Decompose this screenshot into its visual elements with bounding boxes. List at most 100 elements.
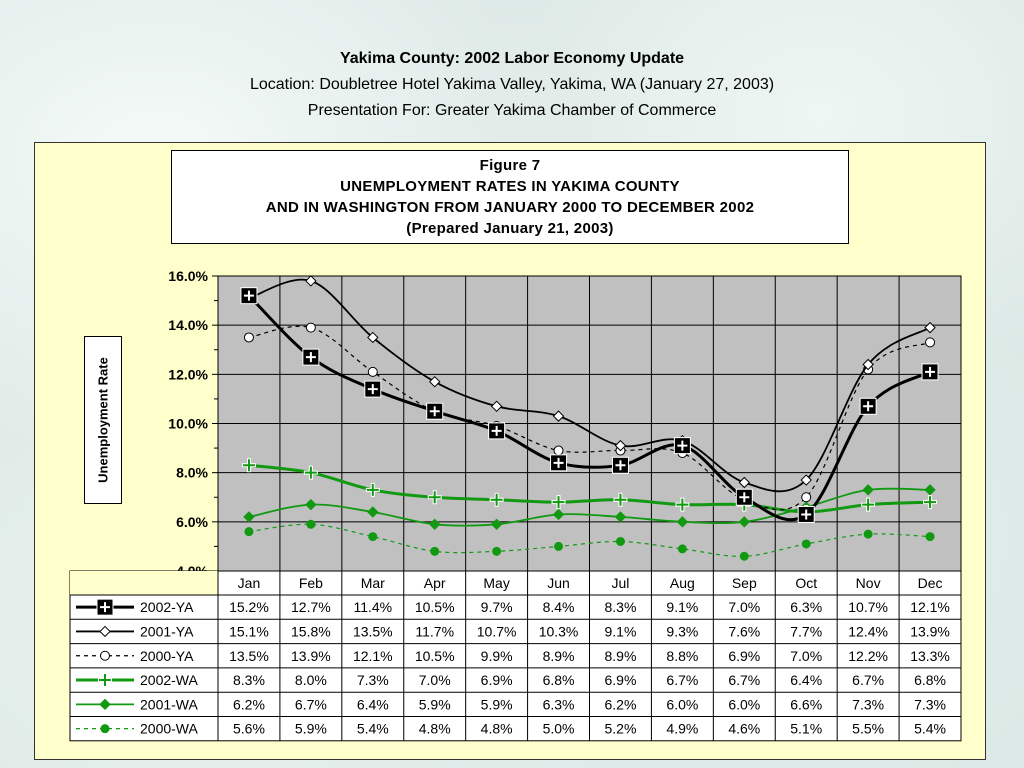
point-2002-ya-feb-plus	[305, 352, 316, 363]
category-label-mar: Mar	[361, 575, 385, 591]
data-label-2002-ya-apr: 10.5%	[415, 599, 455, 615]
point-2001-ya-oct	[800, 474, 812, 486]
data-label-2000-ya-jan: 13.5%	[229, 648, 269, 664]
point-2000-ya-dec	[925, 337, 936, 348]
y-tick-label: 8.0%	[176, 465, 208, 481]
data-label-2001-wa-sep: 6.0%	[728, 696, 760, 712]
data-label-2002-wa-mar: 7.3%	[357, 672, 389, 688]
data-label-2002-wa-feb: 8.0%	[295, 672, 327, 688]
category-label-nov: Nov	[856, 575, 881, 591]
point-2001-wa-sep	[738, 516, 750, 528]
y-tick-label: 10.0%	[168, 416, 208, 432]
category-label-aug: Aug	[670, 575, 695, 591]
data-label-2001-ya-dec: 13.9%	[910, 623, 950, 639]
legend-label-2002-wa: 2002-WA	[140, 672, 199, 688]
data-label-2000-wa-apr: 4.8%	[419, 721, 451, 737]
data-label-2000-ya-apr: 10.5%	[415, 648, 455, 664]
data-label-2002-ya-mar: 11.4%	[353, 599, 392, 615]
point-2002-wa-may	[490, 493, 503, 506]
legend-label-2001-ya: 2001-YA	[140, 623, 194, 639]
data-label-2000-ya-jul: 8.9%	[604, 648, 636, 664]
y-axis-label-box: Unemployment Rate	[84, 336, 122, 504]
y-tick-label: 6.0%	[176, 514, 208, 530]
data-label-2001-ya-oct: 7.7%	[790, 623, 822, 639]
category-label-may: May	[483, 575, 509, 591]
point-2002-ya-may-plus	[491, 425, 502, 436]
point-2001-ya-jul	[614, 439, 627, 452]
category-label-oct: Oct	[795, 575, 817, 591]
data-label-2002-ya-sep: 7.0%	[728, 599, 760, 615]
point-2000-wa-nov	[863, 529, 873, 539]
data-label-2000-wa-aug: 4.9%	[666, 721, 698, 737]
point-2001-ya-jun	[552, 410, 565, 422]
data-label-2001-wa-nov: 7.3%	[852, 696, 884, 712]
point-2001-ya-dec	[924, 321, 936, 334]
point-2000-wa-oct	[801, 539, 811, 549]
data-label-2000-wa-sep: 4.6%	[728, 721, 760, 737]
legend-label-2000-ya: 2000-YA	[140, 648, 194, 664]
point-2001-wa-aug	[676, 516, 689, 528]
legend-key-2002-ya	[76, 598, 134, 616]
point-2002-wa-jun	[552, 496, 565, 509]
series-2002-ya	[240, 287, 939, 523]
series-2000-wa	[244, 519, 935, 561]
data-label-2001-ya-jan: 15.1%	[229, 623, 269, 639]
point-2002-ya-aug-plus	[677, 440, 688, 451]
point-2001-ya-may	[490, 400, 503, 412]
category-label-sep: Sep	[732, 575, 757, 591]
data-label-2002-ya-oct: 6.3%	[790, 599, 822, 615]
category-label-jul: Jul	[612, 575, 630, 591]
legend-marker-2002-wa	[99, 674, 111, 687]
data-label-2002-wa-jun: 6.8%	[543, 672, 575, 688]
point-2002-ya-sep-plus	[739, 492, 750, 503]
series-line-2001-ya	[248, 278, 931, 493]
point-2001-wa-feb	[305, 498, 317, 511]
category-label-jan: Jan	[238, 575, 261, 591]
legend-key-2000-ya	[76, 650, 134, 661]
chart-title-line-3: AND IN WASHINGTON FROM JANUARY 2000 TO D…	[265, 199, 755, 216]
data-label-2000-wa-jul: 5.2%	[604, 721, 636, 737]
data-label-2002-ya-nov: 10.7%	[848, 599, 888, 615]
point-2002-wa-mar	[366, 483, 379, 496]
chart-title-line-2: UNEMPLOYMENT RATES IN YAKIMA COUNTY	[340, 178, 680, 195]
point-2000-ya-jun	[553, 445, 564, 456]
point-2002-ya-nov-plus	[863, 401, 874, 412]
point-2001-ya-feb	[305, 275, 317, 287]
category-label-feb: Feb	[299, 575, 323, 591]
slide-title: Yakima County: 2002 Labor Economy Update	[339, 50, 685, 67]
point-2002-wa-jul	[614, 493, 627, 506]
point-2000-wa-dec	[925, 532, 935, 542]
data-label-2002-ya-aug: 9.1%	[666, 599, 698, 615]
data-table-corner	[70, 571, 218, 595]
point-2002-ya-mar-plus	[367, 384, 378, 395]
data-label-2000-wa-may: 4.8%	[481, 721, 513, 737]
point-2001-wa-mar	[367, 506, 379, 518]
data-label-2002-wa-nov: 6.7%	[852, 672, 884, 688]
point-2001-wa-jun	[552, 508, 565, 521]
legend-marker-2000-wa	[100, 724, 110, 734]
point-2000-wa-mar	[368, 532, 378, 542]
y-tick-label: 12.0%	[168, 366, 208, 382]
point-2000-wa-feb	[306, 519, 316, 529]
category-label-apr: Apr	[424, 575, 446, 591]
point-2002-wa-aug	[676, 498, 689, 511]
data-label-2001-ya-nov: 12.4%	[848, 623, 888, 639]
legend-key-2002-wa	[76, 673, 134, 688]
point-2001-wa-dec	[924, 484, 936, 496]
data-label-2001-wa-aug: 6.0%	[666, 696, 698, 712]
data-label-2001-wa-feb: 6.7%	[295, 696, 327, 712]
point-2002-wa-dec	[924, 496, 937, 509]
data-label-2000-ya-aug: 8.8%	[666, 648, 698, 664]
point-2001-wa-may	[490, 518, 503, 530]
data-label-2000-ya-nov: 12.2%	[848, 648, 888, 664]
data-label-2001-ya-aug: 9.3%	[666, 623, 698, 639]
data-label-2002-wa-jul: 6.9%	[604, 672, 636, 688]
data-label-2001-wa-apr: 5.9%	[419, 696, 451, 712]
data-label-2001-ya-feb: 15.8%	[291, 623, 331, 639]
data-label-2000-wa-jan: 5.6%	[233, 721, 265, 737]
data-label-2002-ya-feb: 12.7%	[291, 599, 331, 615]
y-tick-label: 16.0%	[168, 268, 208, 284]
point-2002-ya-apr-plus	[429, 406, 440, 417]
point-2002-wa-nov	[862, 498, 875, 511]
